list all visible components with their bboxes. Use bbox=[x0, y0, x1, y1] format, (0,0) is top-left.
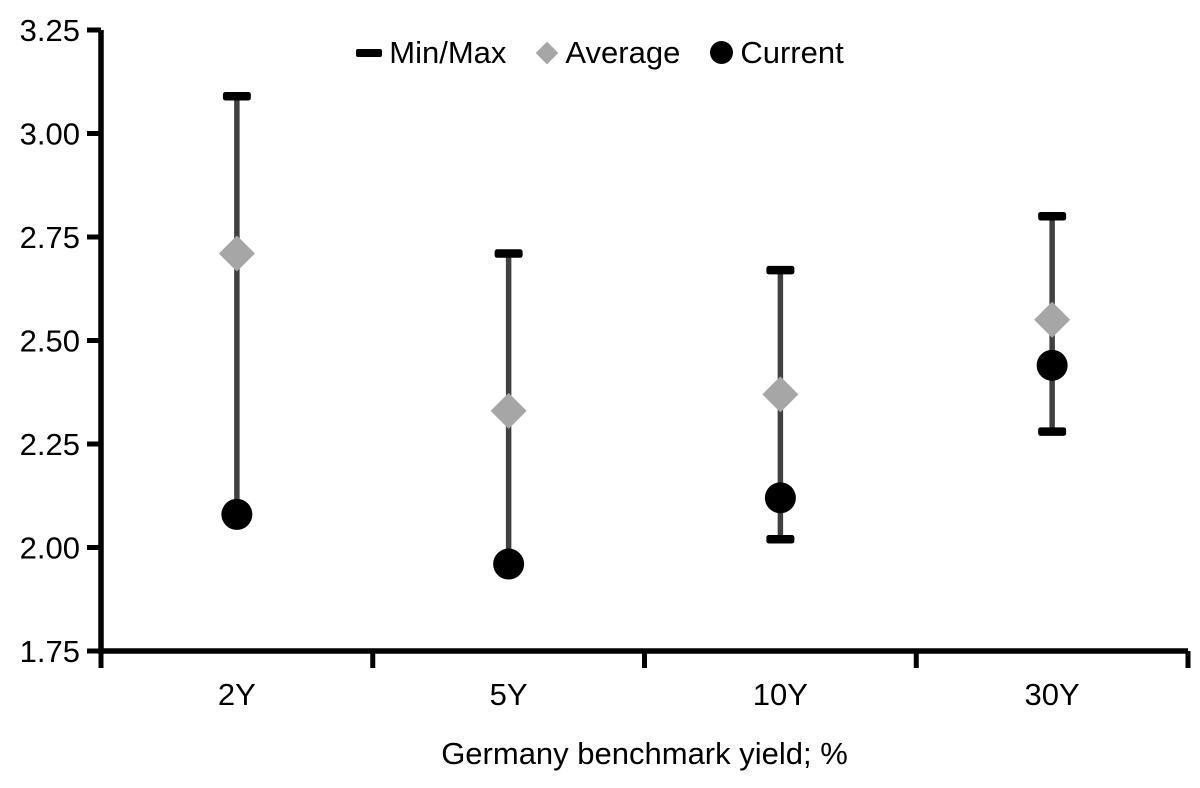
y-tick-label-3.00: 3.00 bbox=[20, 117, 80, 152]
average-diamond-icon bbox=[536, 41, 559, 64]
x-axis-title: Germany benchmark yield; % bbox=[441, 736, 848, 771]
max-cap-10Y bbox=[766, 265, 795, 275]
average-marker-5Y bbox=[490, 392, 527, 429]
legend-label-current: Current bbox=[740, 35, 844, 70]
y-tick-label-3.25: 3.25 bbox=[20, 13, 80, 48]
max-cap-5Y bbox=[494, 249, 523, 258]
average-marker-30Y bbox=[1034, 301, 1071, 338]
legend-label-average: Average bbox=[565, 35, 681, 70]
legend-item-current: Current bbox=[710, 35, 844, 70]
minmax-dash-icon bbox=[356, 48, 383, 57]
current-marker-10Y bbox=[764, 482, 796, 514]
current-marker-2Y bbox=[221, 498, 253, 530]
y-tick-label-1.75: 1.75 bbox=[20, 634, 80, 669]
chart-legend: Min/Max Average Current bbox=[0, 37, 1200, 68]
legend-item-minmax: Min/Max bbox=[356, 37, 506, 68]
legend-label-minmax: Min/Max bbox=[389, 35, 507, 70]
max-cap-2Y bbox=[222, 91, 251, 101]
y-tick-label-2.50: 2.50 bbox=[20, 324, 80, 359]
x-category-label-2Y: 2Y bbox=[218, 677, 256, 712]
x-category-label-30Y: 30Y bbox=[1025, 677, 1080, 712]
y-tick-label-2.75: 2.75 bbox=[20, 220, 80, 255]
x-category-label-5Y: 5Y bbox=[490, 677, 528, 712]
average-marker-10Y bbox=[762, 376, 799, 413]
x-category-label-10Y: 10Y bbox=[753, 677, 808, 712]
current-marker-30Y bbox=[1036, 349, 1068, 381]
y-tick-label-2.00: 2.00 bbox=[20, 531, 80, 566]
max-cap-30Y bbox=[1038, 212, 1067, 221]
min-cap-30Y bbox=[1038, 427, 1067, 436]
current-marker-5Y bbox=[493, 548, 525, 580]
min-cap-10Y bbox=[766, 534, 795, 544]
legend-item-average: Average bbox=[536, 37, 680, 68]
y-tick-label-2.25: 2.25 bbox=[20, 427, 80, 462]
current-circle-icon bbox=[710, 41, 734, 64]
average-marker-2Y bbox=[218, 235, 255, 272]
